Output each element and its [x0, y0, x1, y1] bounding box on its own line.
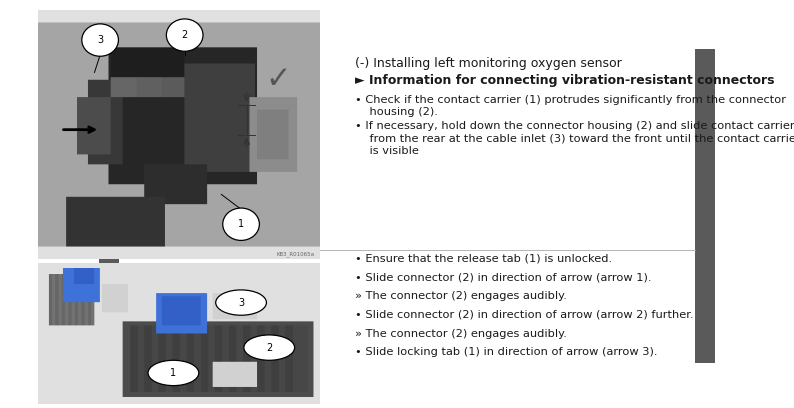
- FancyBboxPatch shape: [119, 49, 695, 363]
- Circle shape: [223, 208, 260, 240]
- Circle shape: [167, 19, 203, 51]
- Text: • If necessary, hold down the connector housing (2) and slide contact carrier: • If necessary, hold down the connector …: [355, 121, 794, 131]
- Text: is visible: is visible: [355, 146, 418, 156]
- Text: • Ensure that the release tab (1) is unlocked.: • Ensure that the release tab (1) is unl…: [355, 253, 611, 263]
- Text: • Slide connector (2) in direction of arrow (arrow 1).: • Slide connector (2) in direction of ar…: [355, 272, 651, 282]
- Circle shape: [216, 290, 267, 315]
- Text: housing (2).: housing (2).: [355, 107, 437, 117]
- Text: 2: 2: [266, 343, 272, 353]
- Circle shape: [82, 24, 118, 56]
- FancyBboxPatch shape: [695, 49, 715, 363]
- FancyBboxPatch shape: [99, 49, 119, 363]
- Text: » The connector (2) engages audibly.: » The connector (2) engages audibly.: [355, 291, 566, 301]
- Circle shape: [244, 335, 295, 360]
- Text: » The connector (2) engages audibly.: » The connector (2) engages audibly.: [355, 328, 566, 339]
- Text: from the rear at the cable inlet (3) toward the front until the contact carrier : from the rear at the cable inlet (3) tow…: [355, 134, 794, 144]
- Text: • Slide locking tab (1) in direction of arrow (arrow 3).: • Slide locking tab (1) in direction of …: [355, 348, 657, 357]
- Text: (-) Installing left monitoring oxygen sensor: (-) Installing left monitoring oxygen se…: [355, 57, 622, 70]
- Text: ✓: ✓: [265, 65, 291, 94]
- Text: 1: 1: [171, 368, 176, 378]
- Text: ► Information for connecting vibration-resistant connectors: ► Information for connecting vibration-r…: [355, 74, 774, 87]
- Text: 1: 1: [238, 219, 244, 229]
- Text: 2: 2: [182, 30, 188, 40]
- Text: KB3_R01065a: KB3_R01065a: [276, 251, 314, 257]
- Text: • Check if the contact carrier (1) protrudes significantly from the connector: • Check if the contact carrier (1) protr…: [355, 95, 785, 104]
- Text: 3: 3: [238, 297, 244, 308]
- Text: 3: 3: [97, 35, 103, 45]
- Text: • Slide connector (2) in direction of arrow (arrow 2) further.: • Slide connector (2) in direction of ar…: [355, 310, 693, 320]
- Circle shape: [148, 360, 198, 386]
